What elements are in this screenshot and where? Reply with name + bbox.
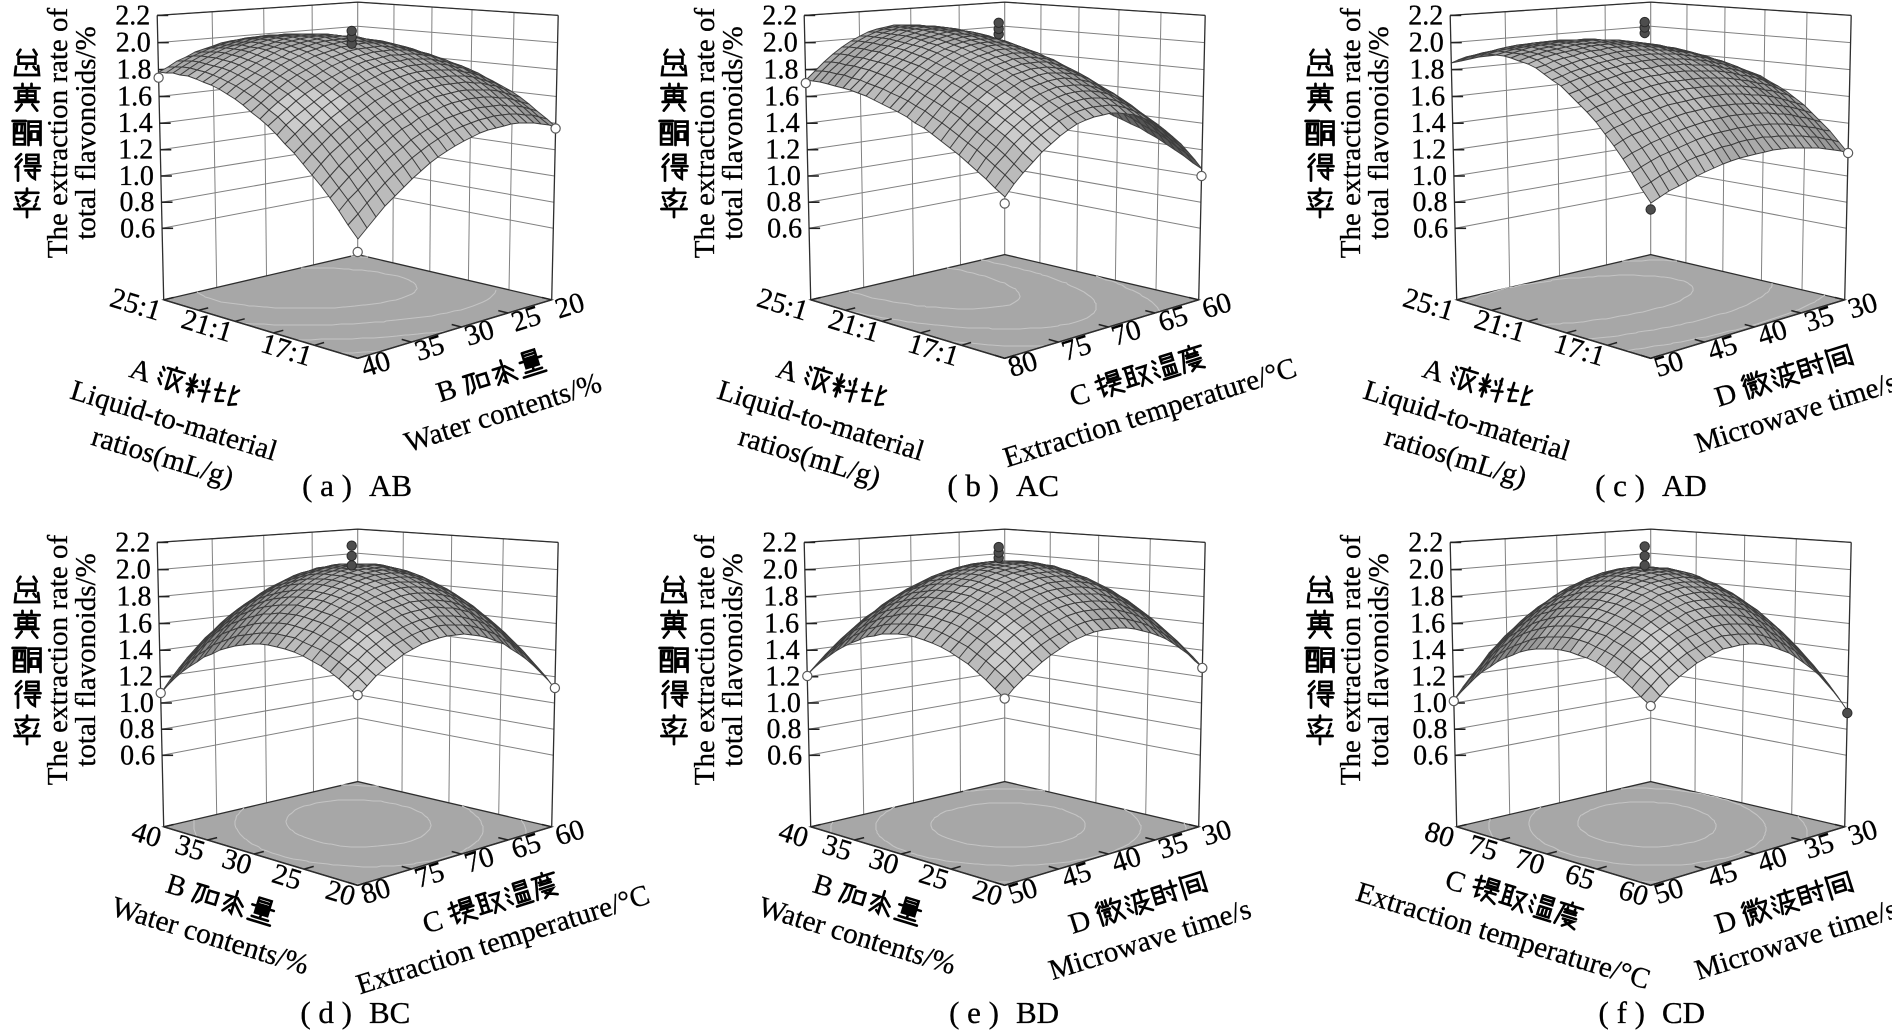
svg-text:1.2: 1.2 [1411, 135, 1446, 166]
svg-text:( b ): ( b ) [947, 468, 999, 503]
svg-text:1.8: 1.8 [1410, 582, 1445, 613]
svg-text:AB: AB [369, 468, 412, 503]
svg-text:1.0: 1.0 [766, 688, 801, 719]
svg-text:0.8: 0.8 [120, 187, 155, 218]
svg-text:1.0: 1.0 [119, 688, 154, 719]
svg-text:1.0: 1.0 [119, 161, 154, 192]
svg-text:0.6: 0.6 [767, 740, 802, 771]
svg-text:The extraction rate of: The extraction rate of [1335, 534, 1367, 785]
svg-text:0.8: 0.8 [1413, 187, 1448, 218]
svg-text:1.8: 1.8 [1410, 55, 1445, 86]
svg-text:( d ): ( d ) [300, 995, 352, 1030]
svg-text:The extraction rate of: The extraction rate of [42, 534, 74, 785]
svg-text:The extraction rate of: The extraction rate of [689, 7, 721, 258]
svg-text:1.6: 1.6 [117, 82, 152, 113]
svg-text:1.4: 1.4 [765, 635, 800, 666]
svg-text:1.2: 1.2 [765, 135, 800, 166]
svg-text:1.4: 1.4 [1411, 108, 1446, 139]
svg-text:0.8: 0.8 [120, 714, 155, 745]
svg-text:( a ): ( a ) [302, 468, 352, 503]
svg-text:0.6: 0.6 [1413, 213, 1448, 244]
svg-text:2.2: 2.2 [115, 527, 150, 558]
svg-text:0.8: 0.8 [767, 187, 802, 218]
svg-text:1.0: 1.0 [1412, 688, 1447, 719]
svg-text:( f ): ( f ) [1599, 995, 1645, 1030]
svg-text:65: 65 [1154, 299, 1191, 338]
svg-text:The extraction rate of: The extraction rate of [1335, 7, 1367, 258]
svg-text:1.6: 1.6 [1410, 609, 1445, 640]
svg-text:2.0: 2.0 [763, 555, 798, 586]
svg-text:1.8: 1.8 [764, 55, 799, 86]
svg-text:1.2: 1.2 [1411, 662, 1446, 693]
svg-text:1.2: 1.2 [765, 662, 800, 693]
svg-text:1.2: 1.2 [118, 662, 153, 693]
svg-text:AD: AD [1662, 468, 1707, 503]
svg-text:2.0: 2.0 [1409, 28, 1444, 59]
svg-text:total flavonoids/%: total flavonoids/% [70, 26, 102, 239]
svg-text:total flavonoids/%: total flavonoids/% [1363, 26, 1395, 239]
svg-text:2.0: 2.0 [116, 555, 151, 586]
svg-text:0.6: 0.6 [120, 740, 155, 771]
svg-text:2.0: 2.0 [1409, 555, 1444, 586]
svg-text:1.6: 1.6 [117, 609, 152, 640]
svg-text:1.4: 1.4 [765, 108, 800, 139]
svg-text:1.4: 1.4 [118, 635, 153, 666]
svg-text:BC: BC [369, 995, 410, 1030]
svg-text:total flavonoids/%: total flavonoids/% [717, 26, 749, 239]
svg-text:AC: AC [1016, 468, 1059, 503]
svg-text:2.0: 2.0 [116, 28, 151, 59]
svg-text:2.2: 2.2 [115, 0, 150, 31]
svg-text:1.8: 1.8 [764, 582, 799, 613]
svg-text:0.6: 0.6 [1413, 740, 1448, 771]
svg-text:1.2: 1.2 [118, 135, 153, 166]
svg-text:2.2: 2.2 [762, 0, 797, 31]
svg-text:2.0: 2.0 [763, 28, 798, 59]
svg-text:0.8: 0.8 [1413, 714, 1448, 745]
svg-text:1.8: 1.8 [117, 55, 152, 86]
svg-text:1.0: 1.0 [766, 161, 801, 192]
svg-text:1.6: 1.6 [764, 609, 799, 640]
svg-text:total flavonoids/%: total flavonoids/% [717, 553, 749, 766]
svg-text:The extraction rate of: The extraction rate of [689, 534, 721, 785]
svg-text:total flavonoids/%: total flavonoids/% [1363, 553, 1395, 766]
svg-text:0.8: 0.8 [767, 714, 802, 745]
svg-text:2.2: 2.2 [1408, 527, 1443, 558]
svg-text:1.6: 1.6 [1410, 82, 1445, 113]
svg-text:( e ): ( e ) [949, 995, 999, 1030]
svg-text:1.6: 1.6 [764, 82, 799, 113]
svg-text:1.0: 1.0 [1412, 161, 1447, 192]
svg-text:2.2: 2.2 [1408, 0, 1443, 31]
svg-text:2.2: 2.2 [762, 527, 797, 558]
svg-text:1.4: 1.4 [1411, 635, 1446, 666]
svg-text:( c ): ( c ) [1595, 468, 1645, 503]
svg-text:0.6: 0.6 [767, 213, 802, 244]
svg-text:0.6: 0.6 [120, 213, 155, 244]
svg-text:CD: CD [1662, 995, 1705, 1030]
svg-text:1.8: 1.8 [117, 582, 152, 613]
svg-text:The extraction rate of: The extraction rate of [42, 7, 74, 258]
svg-text:total flavonoids/%: total flavonoids/% [70, 553, 102, 766]
svg-text:BD: BD [1016, 995, 1059, 1030]
svg-text:1.4: 1.4 [118, 108, 153, 139]
